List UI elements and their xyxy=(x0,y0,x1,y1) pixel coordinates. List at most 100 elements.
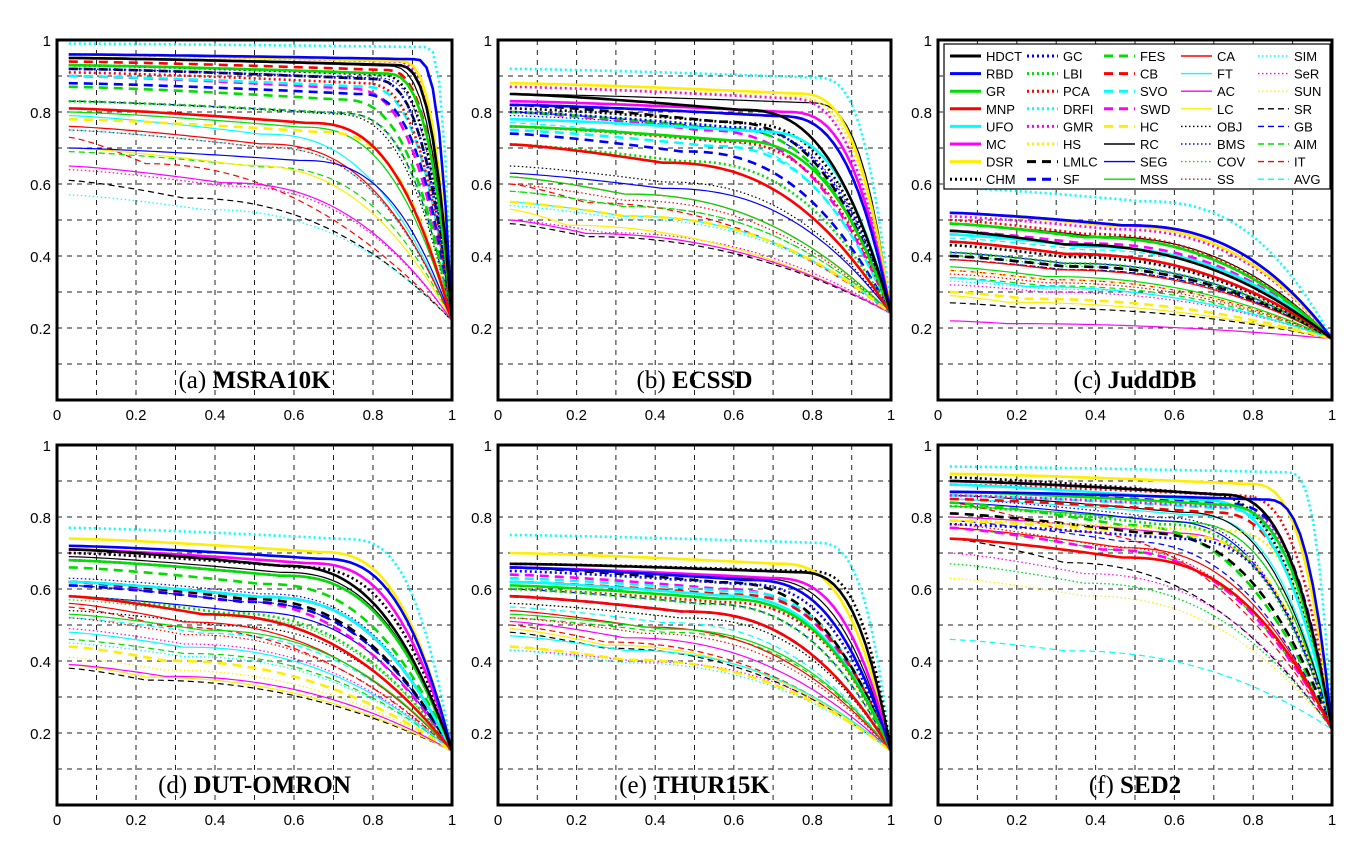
curve-sim xyxy=(68,194,453,322)
curve-ca xyxy=(949,259,1333,340)
plot-frame xyxy=(496,443,893,807)
x-tick-label: 0.4 xyxy=(1085,407,1106,424)
legend-label-gb: GB xyxy=(1294,119,1313,134)
curve-it xyxy=(68,606,453,752)
y-tick-label: 0.2 xyxy=(30,321,51,338)
x-tick-label: 0.4 xyxy=(645,407,666,424)
panel-label: (e) xyxy=(619,772,653,799)
curve-rbd xyxy=(949,490,1334,730)
legend-label-sf: SF xyxy=(1063,172,1080,187)
panel-dataset: DUT-OMRON xyxy=(193,772,350,799)
y-tick-label: 0.8 xyxy=(471,105,492,122)
curve-gb xyxy=(509,588,892,752)
y-tick-label: 0.8 xyxy=(911,510,932,527)
panel-dataset: ECSSD xyxy=(672,367,753,394)
curve-mnp xyxy=(949,240,1333,340)
curve-svo xyxy=(949,494,1334,730)
curves xyxy=(949,186,1334,341)
legend-label-lbi: LBI xyxy=(1063,67,1083,82)
curve-avg xyxy=(949,237,1333,340)
legend-label-sun: SUN xyxy=(1294,84,1321,99)
curve-sim xyxy=(949,280,1333,340)
curve-ac xyxy=(509,219,892,315)
legend-label-lc: LC xyxy=(1217,102,1234,117)
curve-ft xyxy=(68,631,453,752)
curve-ser xyxy=(509,649,892,752)
curve-sr xyxy=(509,223,892,315)
curve-chm xyxy=(949,476,1334,730)
curve-ss xyxy=(68,617,453,752)
curve-ss xyxy=(509,617,892,752)
x-tick-label: 1 xyxy=(1328,407,1336,424)
x-tick-label: 0.2 xyxy=(126,812,147,829)
x-tick-label: 0 xyxy=(53,812,61,829)
curve-swd xyxy=(68,74,454,322)
curve-sr xyxy=(68,179,453,322)
curve-lbi xyxy=(949,251,1333,340)
curve-ss xyxy=(68,129,453,322)
grid-lines xyxy=(938,445,1332,805)
y-tick-label: 0.2 xyxy=(471,321,492,338)
curve-bms xyxy=(509,115,892,314)
curve-dsr xyxy=(68,537,454,752)
y-tick-label: 1 xyxy=(43,33,51,50)
curve-hdct xyxy=(68,548,454,752)
panel-label: (f) xyxy=(1089,772,1120,799)
curve-ca xyxy=(949,527,1333,730)
curve-sr xyxy=(509,631,892,752)
legend-label-ser: SeR xyxy=(1294,67,1319,82)
curve-svo xyxy=(68,74,454,321)
curve-it xyxy=(68,136,453,322)
x-tick-label: 1 xyxy=(887,812,895,829)
curve-ser xyxy=(509,219,892,315)
curve-gc xyxy=(68,67,454,321)
curve-lbi xyxy=(509,587,893,752)
y-tick-label: 0.2 xyxy=(471,726,492,743)
panel-dataset: THUR15K xyxy=(653,772,770,799)
x-tick-label: 0.4 xyxy=(205,812,226,829)
legend-label-swd: SWD xyxy=(1140,102,1170,117)
y-tick-label: 0.4 xyxy=(30,249,51,266)
curve-hc xyxy=(68,645,453,753)
panel-label: (b) xyxy=(637,367,672,394)
y-tick-label: 0.6 xyxy=(911,177,932,194)
legend-label-sr: SR xyxy=(1294,102,1312,117)
curve-ss xyxy=(509,183,892,315)
curve-sf xyxy=(509,132,893,315)
curve-gr xyxy=(949,222,1333,340)
curve-lmlc xyxy=(949,254,1333,340)
legend: HDCT RBD GR MNP UFO MC DSR CHM GC LBI PCA DRFI GMR HS… xyxy=(943,43,1331,190)
curve-rbd xyxy=(949,211,1334,340)
x-tick-label: 0.2 xyxy=(126,407,147,424)
curve-rbd xyxy=(68,544,454,752)
plot-frame xyxy=(55,38,454,402)
curve-mnp xyxy=(68,107,454,322)
curves xyxy=(509,533,893,753)
curve-pca xyxy=(68,71,454,321)
curve-drfi xyxy=(68,526,454,752)
curve-mc xyxy=(509,99,893,314)
curve-ac xyxy=(949,320,1333,340)
legend-label-hs: HS xyxy=(1063,137,1081,152)
panel-msra10k: 0 0.2 0.4 0.6 0.8 1 0.2 0.4 0.6 0.8 1 (a) MSRA10K xyxy=(30,33,456,424)
curve-sr xyxy=(68,667,453,752)
curve-ss xyxy=(949,523,1333,730)
curve-seg xyxy=(68,595,453,752)
curve-lc xyxy=(68,664,453,752)
y-tick-label: 0.8 xyxy=(471,510,492,527)
curve-sun xyxy=(509,219,892,315)
y-tick-label: 0.2 xyxy=(911,321,932,338)
x-tick-label: 1 xyxy=(448,407,456,424)
curve-cov xyxy=(509,190,892,315)
y-tick-label: 0.8 xyxy=(30,510,51,527)
y-tick-label: 0.2 xyxy=(30,726,51,743)
curve-ft xyxy=(509,201,892,315)
panel-sed2: 0 0.2 0.4 0.6 0.8 1 0.2 0.4 0.6 0.8 1 (f) SED2 xyxy=(911,438,1336,829)
legend-label-it: IT xyxy=(1294,155,1306,170)
legend-label-gmr: GMR xyxy=(1063,119,1093,134)
curve-fes xyxy=(68,85,454,322)
y-tick-label: 0.4 xyxy=(30,654,51,671)
curve-hc xyxy=(949,519,1334,730)
curve-drfi xyxy=(949,465,1334,730)
panel-title: (d) DUT-OMRON xyxy=(158,772,351,799)
